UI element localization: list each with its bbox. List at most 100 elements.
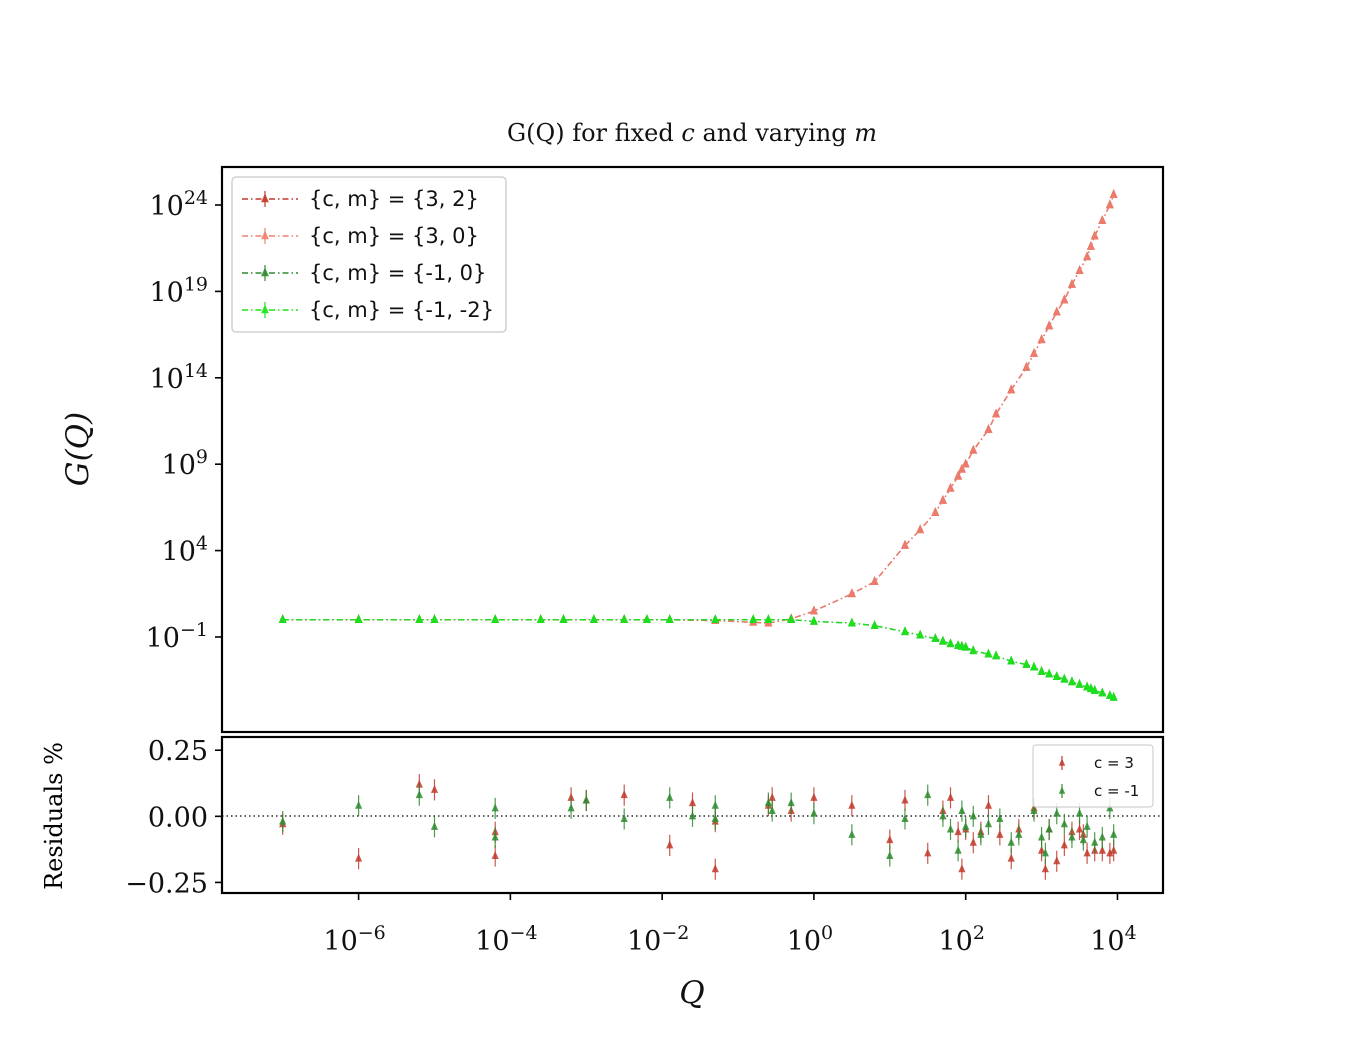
x-tick-label-base: 10 [475,926,509,957]
main-data-point [1090,685,1099,694]
residual-point [620,790,628,799]
main-y-tick-label: 1019 [149,273,208,308]
residual-point [969,811,977,820]
main-y-tick-label-base: 10 [162,450,196,481]
residual-point [1007,837,1015,846]
residuals-series-1 [279,784,1118,867]
main-legend-label: {c, m} = {3, 0} [309,224,479,248]
main-data-point [1060,673,1069,683]
main-y-tick-label-base: 10 [149,364,183,395]
x-tick-label-exponent: −2 [661,922,689,944]
main-data-point [1105,199,1114,209]
x-tick-label-exponent: −6 [358,922,386,944]
main-data-point [916,629,925,639]
residual-point [768,792,776,801]
main-data-point [938,635,947,645]
main-data-point [1045,320,1054,330]
main-data-point [354,614,363,623]
x-tick-label-base: 10 [1090,926,1124,957]
main-data-point [847,617,856,627]
main-data-point [1037,666,1046,675]
main-data-point [787,614,796,623]
main-data-point [1007,384,1016,394]
main-y-tick-label-exponent: 19 [184,273,208,295]
main-y-tick-label-base: 10 [162,537,196,568]
residual-point [810,808,818,817]
main-data-point [1022,361,1031,371]
main-data-point [536,614,545,623]
residuals-y-tick-label: 0.25 [148,736,208,767]
main-data-point [961,641,970,651]
main-y-tick-label-base: 10 [146,623,180,654]
residual-point [1015,829,1023,838]
main-y-tick-label: 104 [162,533,208,568]
residual-point [946,824,955,833]
residual-point [1098,845,1106,854]
residual-point [666,792,674,801]
residual-point [1083,848,1091,857]
main-legend-label: {c, m} = {-1, -2} [309,298,494,322]
main-data-point [1075,265,1084,274]
x-tick-label-base: 10 [787,926,821,957]
residual-point [491,832,499,841]
main-data-point [870,576,879,585]
main-data-point [1052,671,1061,681]
x-tick-label: 102 [938,922,984,957]
main-data-point [491,614,500,623]
x-tick-label-base: 10 [938,926,972,957]
residual-point [688,798,697,807]
main-legend-entry: {c, m} = {3, 0} [242,224,479,248]
main-data-point [870,620,879,630]
residual-point [279,816,287,825]
main-data-point [992,408,1001,418]
main-y-tick-label: 1014 [149,360,208,395]
main-data-point [938,494,947,504]
residuals-legend-entry: c = -1 [1058,782,1139,800]
residual-point [958,864,966,873]
residual-point [1060,840,1068,849]
main-legend-label: {c, m} = {-1, 0} [309,261,486,285]
residuals-y-tick-label: 0.00 [148,802,208,833]
x-ticks: 10−6 10−4 10−2 100 102 104 [323,893,1137,957]
title-c-var: c [681,119,694,147]
residual-point [1037,845,1046,854]
main-data-point [1022,659,1031,668]
residual-point [582,795,590,804]
residuals-y-tick-label: −0.25 [125,868,208,899]
title-m-var: m [854,119,877,147]
residual-point [620,813,628,822]
x-axis-label: Q [679,975,704,1011]
main-data-point [764,614,773,623]
residual-point [939,811,947,820]
main-data-point [1030,348,1038,357]
main-data-point [1052,306,1061,316]
main-y-tick-label: 10−1 [146,619,208,654]
x-tick-label-exponent: 2 [973,922,985,944]
main-data-point [931,633,940,642]
main-legend-entry: {c, m} = {-1, 0} [242,261,486,285]
residual-point [1079,835,1087,844]
residual-point [430,821,439,830]
x-tick-label: 10−4 [475,922,537,957]
residual-point [1053,808,1061,817]
main-data-point [430,614,439,623]
chart-title: G(Q) for fixed c and varying m [507,119,877,147]
residual-point [977,829,985,838]
residual-point [810,792,818,801]
residual-point [962,821,970,830]
residual-point [787,798,795,807]
main-y-tick-label-base: 10 [149,191,183,222]
x-tick-label-exponent: 4 [1125,922,1137,944]
main-y-tick-label-base: 10 [149,277,183,308]
main-data-point [1098,215,1107,224]
main-data-point [1030,661,1038,671]
legend-marker-swatch [261,267,269,277]
x-tick-label: 104 [1090,922,1136,957]
residual-point [764,798,772,807]
residual-point [1068,832,1076,841]
main-data-point [931,507,940,516]
residual-point [1083,821,1091,830]
residual-point [711,864,719,873]
